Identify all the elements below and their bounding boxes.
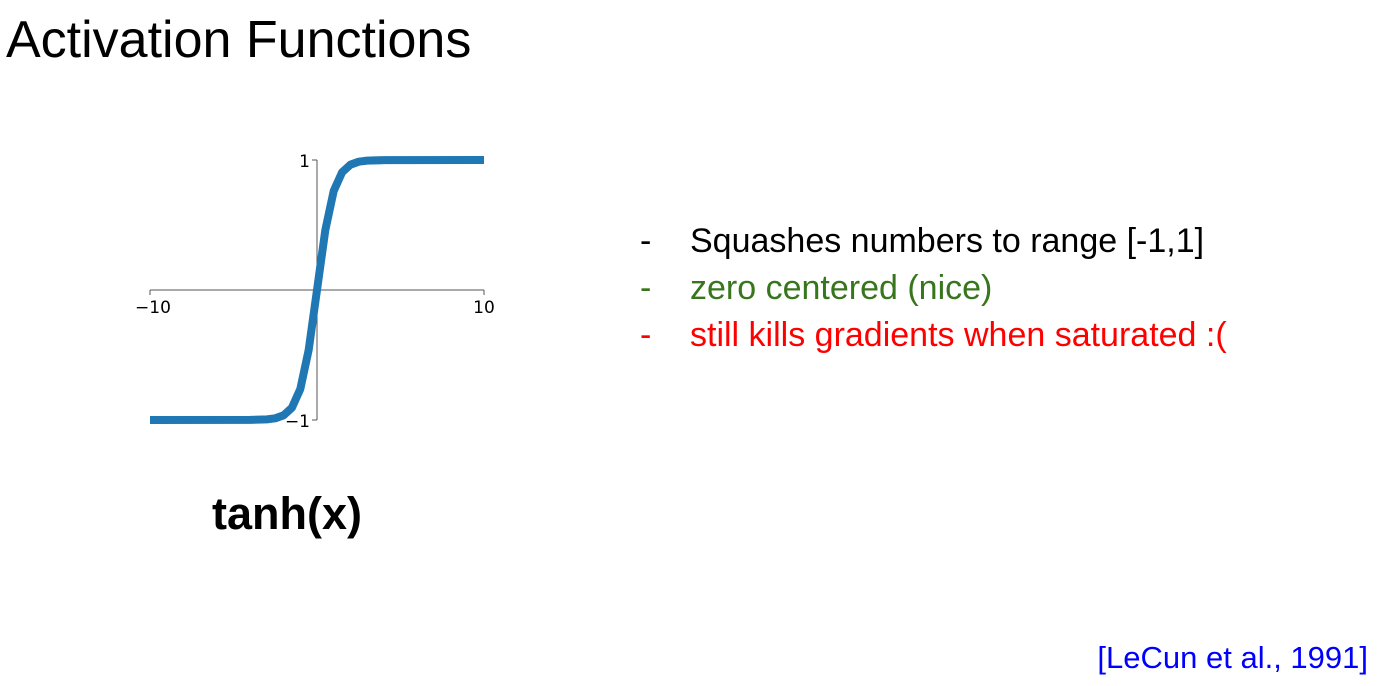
- y-tick-label-min: −1: [285, 412, 310, 432]
- bullet-dash: -: [640, 269, 652, 307]
- bullet-dash: -: [640, 222, 652, 260]
- bullet-list: - Squashes numbers to range [-1,1] - zero …: [640, 218, 1227, 359]
- bullet-dash: -: [640, 316, 652, 354]
- slide-title: Activation Functions: [6, 11, 472, 69]
- tanh-curve: [149, 156, 485, 424]
- bullet-item: - Squashes numbers to range [-1,1]: [640, 218, 1227, 265]
- x-tick-label-min: −10: [135, 298, 171, 318]
- bullet-text: Squashes numbers to range [-1,1]: [690, 222, 1205, 260]
- bullet-item: - still kills gradients when saturated :(: [640, 312, 1227, 359]
- bullet-text: still kills gradients when saturated :(: [690, 316, 1227, 354]
- y-tick-label-max: 1: [299, 152, 310, 172]
- tanh-chart: −10 10 1 −1: [135, 152, 495, 432]
- citation: [LeCun et al., 1991]: [1097, 640, 1368, 675]
- bullet-item: - zero centered (nice): [640, 265, 1227, 312]
- x-tick-label-max: 10: [473, 298, 495, 318]
- bullet-text: zero centered (nice): [690, 269, 993, 307]
- function-label: tanh(x): [212, 488, 362, 539]
